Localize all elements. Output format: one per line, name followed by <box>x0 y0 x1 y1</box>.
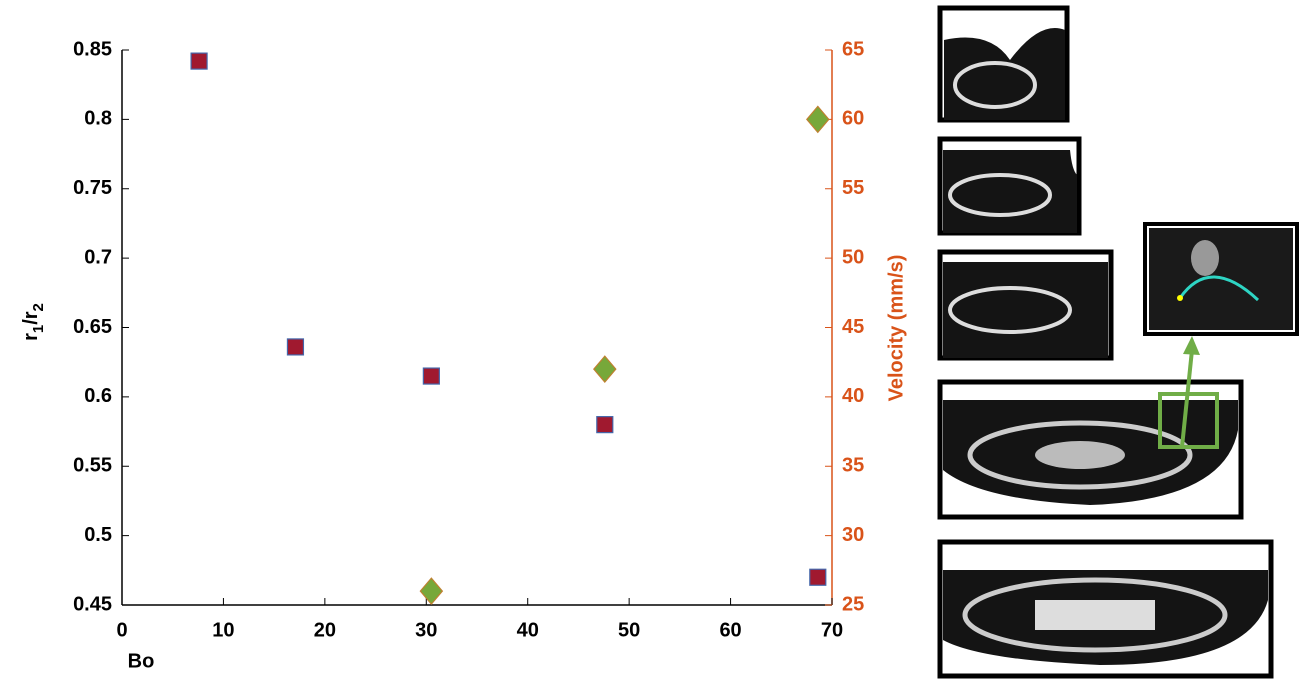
x-tick-label: 40 <box>517 619 539 641</box>
y2-tick-label: 25 <box>842 593 864 615</box>
y2-tick-label: 35 <box>842 455 864 477</box>
y-axis-label: r1/r2 <box>20 303 47 341</box>
axes: 0 10 20 30 40 50 60 70 0.45 0.5 0.55 0.6 0.65 0.7 0.75… <box>73 38 864 641</box>
x-tick-label: 0 <box>116 619 127 641</box>
y-label-part: r <box>20 333 42 341</box>
square-marker <box>287 339 303 355</box>
y-label-sub: 2 <box>30 303 47 311</box>
y2-tick-label: 65 <box>842 38 864 60</box>
y-label-part: /r <box>20 311 42 325</box>
square-marker <box>423 368 439 384</box>
x-tick-label: 10 <box>212 619 234 641</box>
y-tick-label: 0.8 <box>84 108 112 130</box>
square-marker <box>810 569 826 585</box>
y-tick-label: 0.55 <box>73 455 112 477</box>
y2-tick-label: 45 <box>842 316 864 338</box>
x-axis-label: Bo <box>128 650 155 672</box>
photo-panels <box>940 8 1297 676</box>
figure: 0 10 20 30 40 50 60 70 0.45 0.5 0.55 0.6 0.65 0.7 0.75… <box>0 0 1302 685</box>
square-marker <box>597 417 613 433</box>
zoom-arrow-head <box>1183 336 1200 355</box>
y-tick-label: 0.85 <box>73 38 112 60</box>
x-tick-label: 60 <box>719 619 741 641</box>
y2-tick-label: 30 <box>842 524 864 546</box>
x-tick-label: 50 <box>618 619 640 641</box>
x-tick-label: 70 <box>821 619 843 641</box>
y2-tick-label: 50 <box>842 246 864 268</box>
diamond-marker <box>594 356 616 382</box>
y-label-sub: 1 <box>30 325 47 333</box>
square-marker <box>191 53 207 69</box>
y-tick-label: 0.65 <box>73 316 112 338</box>
y-tick-label: 0.45 <box>73 593 112 615</box>
x-tick-label: 20 <box>314 619 336 641</box>
y2-tick-label: 40 <box>842 385 864 407</box>
y2-tick-label: 55 <box>842 177 864 199</box>
y-tick-label: 0.6 <box>84 385 112 407</box>
diamond-marker <box>420 578 442 604</box>
y2-axis-label: Velocity (mm/s) <box>885 255 907 402</box>
x-tick-label: 30 <box>415 619 437 641</box>
y-tick-label: 0.5 <box>84 524 112 546</box>
y-tick-label: 0.7 <box>84 246 112 268</box>
y2-tick-label: 60 <box>842 108 864 130</box>
diamond-marker <box>807 106 829 132</box>
y-tick-label: 0.75 <box>73 177 112 199</box>
